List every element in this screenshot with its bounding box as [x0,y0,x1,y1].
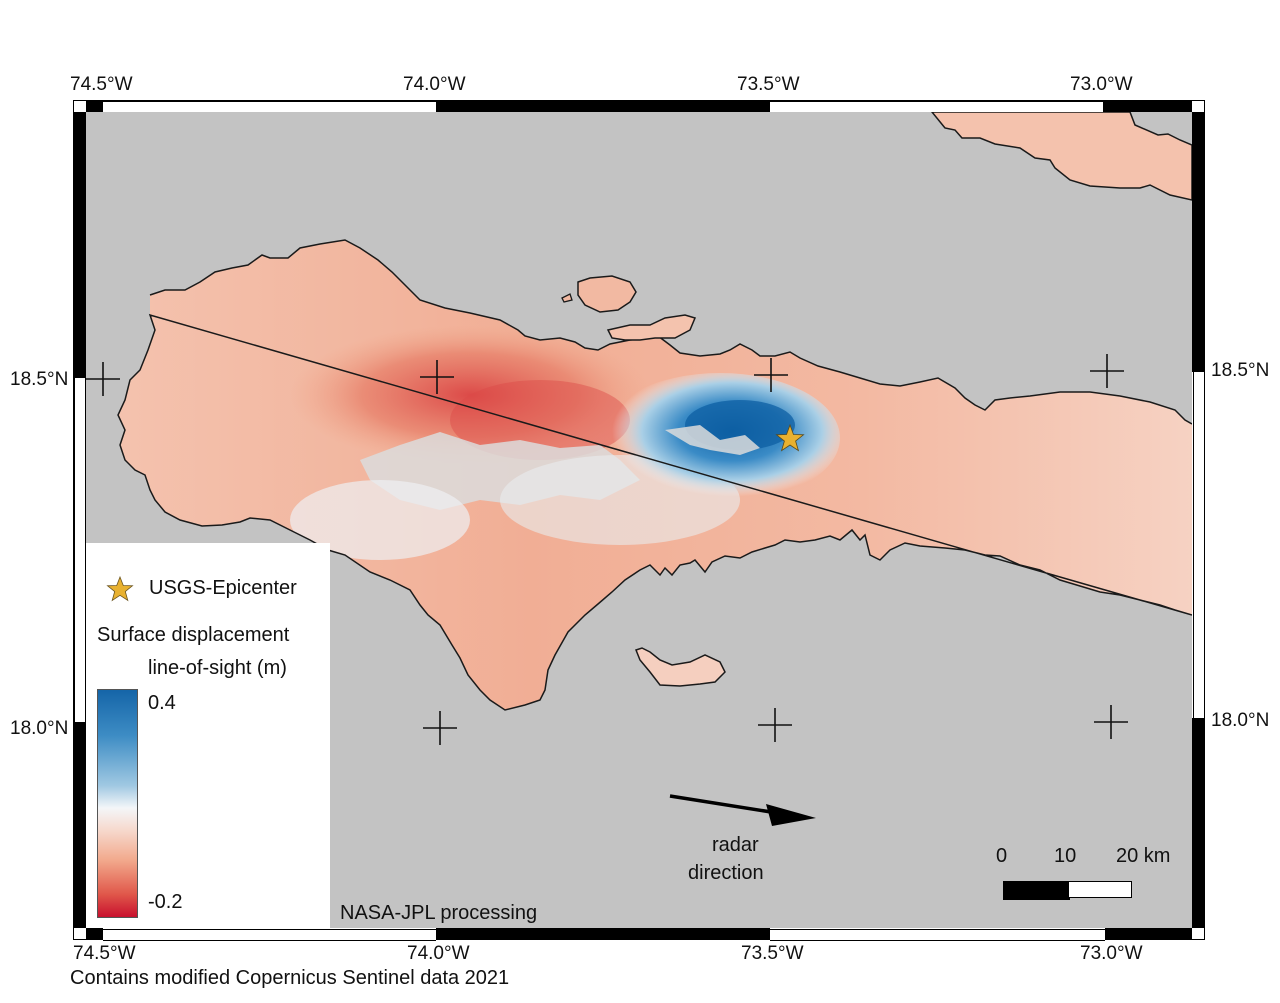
bottom-axis-label-74.5w: 74.5°W [73,943,136,964]
bottom-axis-label-73.5w: 73.5°W [741,943,804,964]
scalebar-label-0: 0 [996,845,1008,867]
frame-top-seg [86,100,103,112]
epicenter-star-icon [775,423,805,452]
top-axis-label-73.5w: 73.5°W [737,74,800,95]
right-axis-label-18.0n: 18.0°N [1211,710,1270,731]
star-icon [106,575,134,602]
scalebar-label-20km: 20 km [1116,845,1171,867]
graticule-crosses [86,354,1128,745]
radar-label-line1: radar [712,834,759,856]
colorbar-title-line1: Surface displacement [97,624,290,646]
map-legend: USGS-Epicenter Surface displacement line… [86,543,330,928]
island-south [635,647,726,687]
bottom-axis-label-74.0w: 74.0°W [407,943,470,964]
scalebar: 0 10 20 km [996,845,1170,905]
islet-tiny [561,293,573,303]
colorbar-max-label: 0.4 [148,692,176,714]
top-axis-label-73.0w: 73.0°W [1070,74,1133,95]
scalebar-white-segment [1068,881,1132,898]
frame-bottom-seg [770,929,1105,941]
right-axis-label-18.5n: 18.5°N [1211,360,1270,381]
frame-bottom-seg [1105,928,1192,940]
mainland-coastline [117,239,1192,711]
processing-credit: NASA-JPL processing [340,902,538,924]
frame-right-seg [1192,112,1205,372]
frame-top-seg [1103,100,1192,112]
frame-top-seg [436,100,770,112]
left-axis-label-18.0n: 18.0°N [10,718,69,739]
island-north-small [577,275,637,313]
frame-bottom-corner-left [74,928,86,939]
frame-bottom-seg [86,928,103,940]
frame-left-seg [73,722,86,928]
frame-bottom-corner-right [1192,928,1204,939]
frame-bottom-seg [436,928,770,940]
scalebar-label-10: 10 [1054,845,1077,867]
top-axis-label-74.5w: 74.5°W [70,74,133,95]
frame-top-corner-left [74,101,86,112]
frame-right-seg [1193,372,1205,718]
radar-direction-arrow-icon [669,794,816,826]
top-axis-label-74.0w: 74.0°W [403,74,466,95]
frame-right-seg [1192,718,1205,928]
legend-epicenter-label: USGS-Epicenter [149,577,297,599]
displacement-colorbar [97,689,138,918]
data-source-credit: Contains modified Copernicus Sentinel da… [70,967,510,989]
frame-top-corner-right [1192,101,1204,112]
bottom-axis-label-73.0w: 73.0°W [1080,943,1143,964]
frame-left-seg [73,112,86,378]
frame-left-seg [74,378,86,722]
colorbar-title-line2: line-of-sight (m) [148,657,287,679]
island-north-elongated [606,314,697,341]
left-axis-label-18.5n: 18.5°N [10,369,69,390]
frame-bottom-seg [103,929,436,941]
colorbar-min-label: -0.2 [148,891,183,913]
scalebar-black-segment [1003,881,1070,900]
radar-label-line2: direction [688,862,764,884]
island-northeast [931,112,1192,201]
